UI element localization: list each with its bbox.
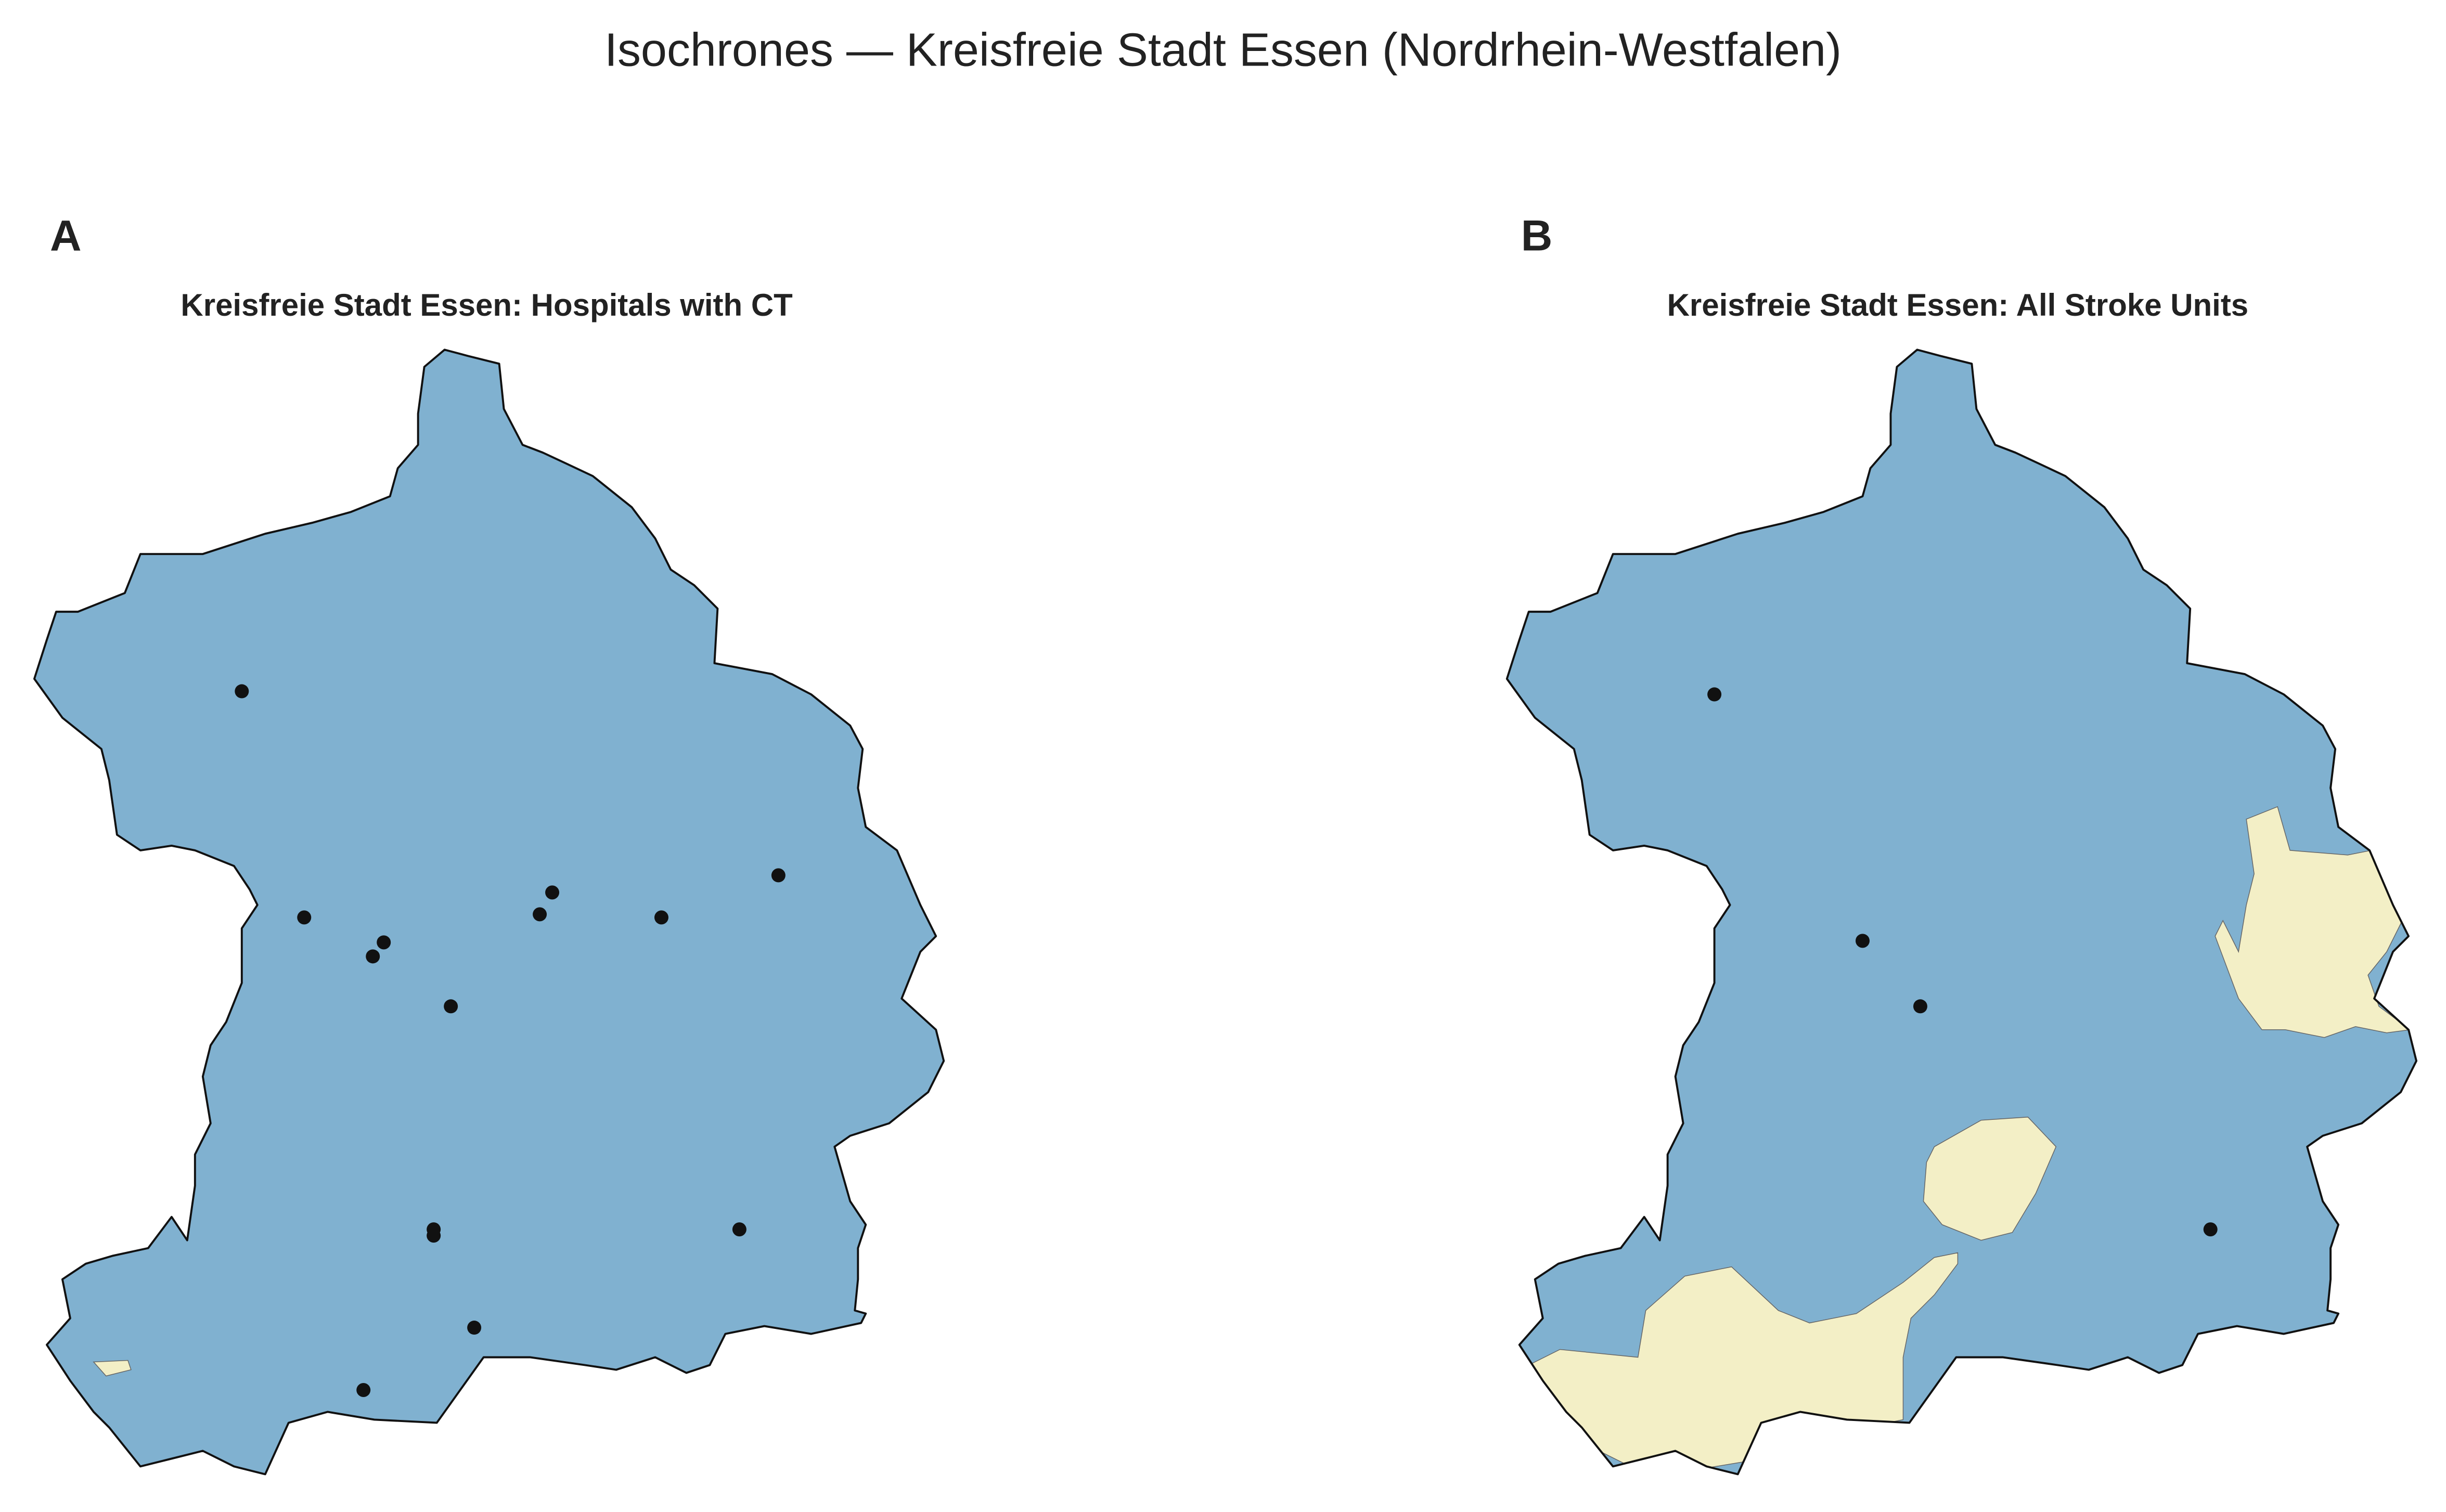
stroke-unit: [2203, 1222, 2218, 1237]
hospital: [377, 935, 391, 950]
hospital: [356, 1382, 371, 1397]
panel-title: Kreisfreie Stadt Essen: Hospitals with C…: [181, 288, 792, 322]
hospital: [444, 999, 458, 1014]
isochrone-patch: [93, 1360, 132, 1377]
hospital: [732, 1222, 746, 1237]
panel-label: B: [1521, 211, 1553, 260]
isochrone-patch: [1923, 1116, 2057, 1241]
hospital-points: [235, 684, 786, 1397]
hospital: [533, 907, 547, 922]
panel-b: B Kreisfreie Stadt Essen: All Stroke Uni…: [1505, 211, 2417, 1476]
figure-title: Isochrones — Kreisfreie Stadt Essen (Nor…: [604, 24, 1842, 76]
stroke-unit-points: [1707, 687, 2218, 1237]
isochrone-patch: [2215, 806, 2411, 1038]
hospital: [771, 868, 786, 883]
stroke-unit: [1913, 999, 1927, 1014]
hospital: [366, 949, 380, 964]
hospital: [545, 885, 560, 900]
hospital: [467, 1321, 482, 1335]
hospital: [297, 910, 312, 925]
hospital: [235, 684, 249, 699]
stroke-unit: [1707, 687, 1722, 702]
panel-a: A Kreisfreie Stadt Essen: Hospitals with…: [33, 211, 945, 1476]
hospital: [427, 1229, 441, 1243]
region-outline: [33, 348, 945, 1476]
panel-label: A: [50, 211, 82, 260]
panel-title: Kreisfreie Stadt Essen: All Stroke Units: [1667, 288, 2249, 322]
stroke-unit: [1855, 934, 1870, 948]
hospital: [654, 910, 668, 925]
